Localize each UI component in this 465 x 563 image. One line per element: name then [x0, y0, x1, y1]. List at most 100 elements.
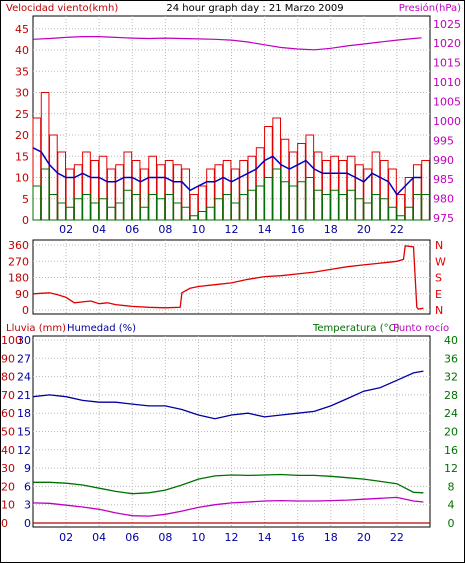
humidity-axis-title: Humedad (%): [67, 323, 136, 334]
wind-series: [32, 35, 430, 221]
direction-tick-label: 360: [8, 239, 29, 252]
chart-title: 24 hour graph day : 21 Marzo 2009: [166, 3, 343, 14]
pressure-line: [32, 35, 422, 51]
rain-axis-title: Lluvia (mm): [6, 323, 66, 334]
compass-label: N: [435, 304, 443, 317]
wind-x-tick-label: 08: [158, 223, 172, 236]
wind-tick-label: 10: [15, 172, 29, 185]
wind-x-tick-label: 02: [59, 223, 73, 236]
dewpoint-axis-title: Punto rocío: [393, 322, 449, 334]
wind_avg-bar: [255, 185, 265, 221]
rain-tick-label: 40: [1, 444, 15, 457]
direction-tick-label: 90: [15, 288, 29, 301]
wind-tick-label: 35: [15, 65, 29, 78]
pressure-y-ticks: 975 980 985 990 995 1000 1005 1010 1015 1020 1025: [433, 18, 461, 225]
humidity-y-ticks: 0 3 6 9 12 15 18 21 24 27 30: [17, 334, 31, 530]
temperature-tick-label: 20: [444, 426, 458, 439]
wind-x-tick-label: 20: [357, 223, 371, 236]
wind_avg-bar: [288, 185, 298, 221]
humidity-tick-label: 21: [17, 389, 31, 402]
compass-label: E: [435, 288, 442, 301]
wind_avg-bar: [73, 198, 83, 221]
wind_avg-bar: [214, 198, 224, 221]
pressure-tick-label: 990: [433, 154, 454, 167]
wind_avg-bar: [313, 189, 323, 221]
wind_avg-bar: [140, 206, 149, 221]
temp-x-tick-label: 16: [291, 531, 305, 544]
wind_avg-bar: [321, 194, 331, 221]
pressure-tick-label: 1025: [433, 18, 461, 31]
wind_avg-bar: [131, 194, 141, 221]
humidity-tick-label: 0: [24, 517, 31, 530]
wind_avg-bar: [65, 206, 75, 221]
direction-tick-label: 0: [22, 304, 29, 317]
rain-tick-label: 70: [1, 389, 15, 402]
wind-x-tick-label: 16: [291, 223, 305, 236]
pressure-tick-label: 1015: [433, 57, 461, 70]
wind_avg-bar: [346, 189, 356, 221]
temp-x-ticks: 02 04 06 08 10 12 14 16 18 20 22: [59, 531, 404, 544]
humidity-line: [32, 370, 424, 420]
direction-line: [32, 245, 424, 310]
rain-tick-label: 20: [1, 480, 15, 493]
wind-y-ticks: 0 5 10 15 20 25 30 35 40 45: [15, 23, 29, 227]
compass-label: S: [435, 272, 442, 285]
pressure-tick-label: 1005: [433, 95, 461, 108]
wind_avg-bar: [355, 198, 364, 221]
wind-tick-label: 20: [15, 129, 29, 142]
wind_avg-bar: [247, 189, 257, 221]
wind_avg-bar: [330, 189, 339, 221]
pressure-tick-label: 985: [433, 173, 454, 186]
temperature-tick-label: 4: [448, 499, 455, 512]
wind_avg-bar: [338, 194, 348, 221]
humidity-tick-label: 27: [17, 352, 31, 365]
temp-x-tick-label: 06: [125, 531, 139, 544]
compass-label: W: [435, 255, 446, 268]
temp-x-tick-label: 02: [59, 531, 73, 544]
temperature-tick-label: 12: [444, 462, 458, 475]
humidity-tick-label: 24: [17, 371, 31, 384]
direction-tick-label: 270: [8, 255, 29, 268]
wind_avg-bar: [388, 206, 397, 221]
temp-x-tick-label: 12: [225, 531, 239, 544]
wind_avg-bar: [280, 181, 290, 221]
wind-tick-label: 30: [15, 87, 29, 100]
rain-tick-label: 90: [1, 352, 15, 365]
temperature-line: [33, 473, 424, 495]
wind-x-tick-label: 22: [390, 223, 404, 236]
wind_avg-bar: [57, 202, 66, 221]
humidity-tick-label: 30: [17, 334, 31, 347]
wind_avg-bar: [371, 194, 381, 221]
temp-x-tick-label: 04: [92, 531, 106, 544]
wind_avg-bar: [363, 202, 373, 221]
pressure-tick-label: 995: [433, 134, 454, 147]
temp-humidity-panel: Lluvia (mm) Humedad (%) Temperatura (°C)…: [1, 322, 458, 544]
wind-x-tick-label: 04: [92, 223, 106, 236]
humidity-tick-label: 3: [24, 499, 31, 512]
temp-x-tick-label: 14: [258, 531, 272, 544]
pressure-tick-label: 975: [433, 212, 454, 225]
wind-x-tick-label: 14: [258, 223, 272, 236]
humidity-tick-label: 9: [24, 462, 31, 475]
direction-series: [32, 245, 424, 310]
compass-label: N: [435, 239, 443, 252]
wind_avg-bar: [49, 194, 58, 221]
rain-tick-label: 0: [1, 517, 8, 530]
temperature-tick-label: 16: [444, 444, 458, 457]
temp-x-tick-label: 20: [357, 531, 371, 544]
wind-x-tick-label: 10: [191, 223, 205, 236]
wind_avg-bar: [98, 198, 108, 221]
wind_avg-bar: [297, 181, 306, 221]
temp-x-tick-label: 22: [390, 531, 404, 544]
direction-y-ticks: 0 90 180 270 360: [8, 239, 29, 317]
wind-axis-title: Velocidad viento(kmh): [6, 3, 118, 14]
wind-x-ticks: 02 04 06 08 10 12 14 16 18 20 22: [59, 223, 404, 236]
wind_max_line-line: [32, 147, 422, 196]
rain-tick-label: 50: [1, 426, 15, 439]
wind_avg-bar: [82, 194, 91, 221]
temperature-axis-title: Temperatura (°C): [312, 323, 400, 334]
wind_avg-bar: [264, 177, 273, 221]
wind_avg-bar: [379, 198, 389, 221]
